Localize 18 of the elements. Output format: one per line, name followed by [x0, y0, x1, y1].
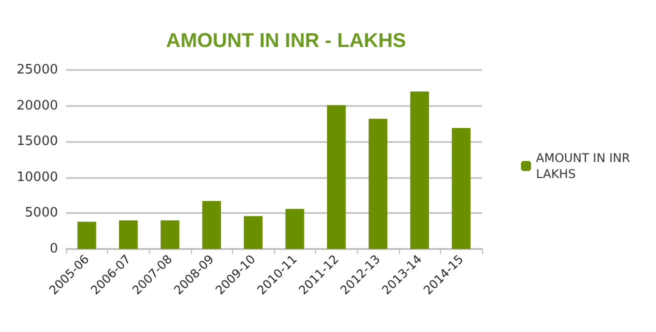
bar — [368, 118, 388, 249]
y-tick-label: 25000 — [16, 62, 58, 78]
bar — [202, 201, 221, 249]
chart-title: AMOUNT IN INR - LAKHS — [166, 30, 406, 52]
y-tick-label: 5000 — [24, 206, 58, 221]
y-tick-label: 0 — [50, 242, 58, 256]
bar — [119, 220, 138, 249]
bar — [327, 105, 346, 249]
y-tick-label: 20000 — [16, 98, 58, 114]
bar — [77, 222, 96, 249]
bar — [244, 216, 263, 249]
legend-label: AMOUNT IN INR LAKHS — [536, 151, 634, 181]
bar — [452, 128, 471, 249]
y-tick-label: 15000 — [16, 134, 58, 150]
bar — [160, 220, 180, 249]
bar — [285, 208, 304, 249]
y-tick-label: 10000 — [16, 170, 58, 185]
bar — [410, 91, 429, 249]
